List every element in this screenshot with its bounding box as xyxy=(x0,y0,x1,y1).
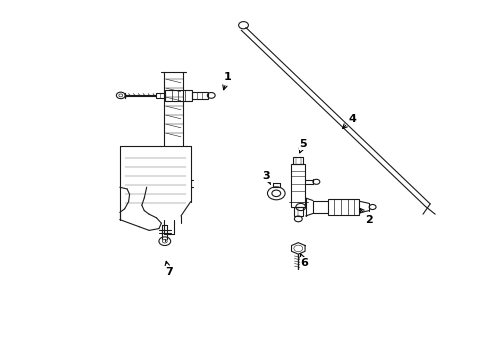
Text: 3: 3 xyxy=(262,171,270,184)
Text: 6: 6 xyxy=(300,254,307,268)
Text: 1: 1 xyxy=(223,72,231,90)
Bar xyxy=(327,199,359,215)
Bar xyxy=(192,92,207,99)
Bar xyxy=(293,207,302,216)
Text: 7: 7 xyxy=(164,261,172,277)
Bar xyxy=(156,93,165,98)
Bar xyxy=(291,164,305,207)
Bar xyxy=(165,90,192,101)
Text: 2: 2 xyxy=(359,208,372,225)
Text: 5: 5 xyxy=(299,139,306,153)
Bar xyxy=(293,157,303,164)
Text: 4: 4 xyxy=(342,114,355,129)
